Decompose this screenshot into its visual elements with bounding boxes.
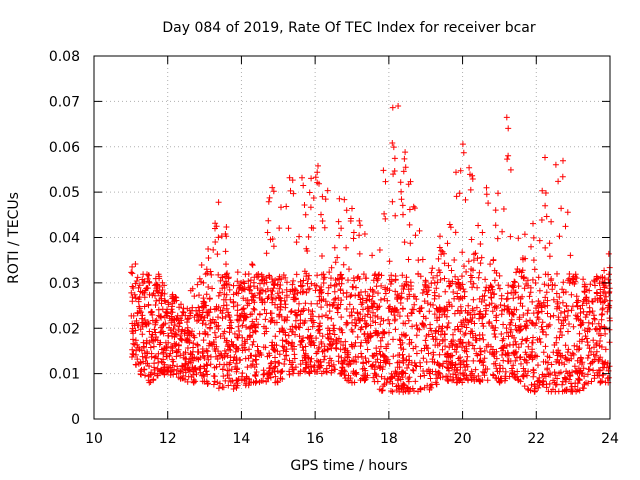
x-tick-label: 12	[159, 431, 177, 447]
y-tick-label: 0.05	[49, 185, 80, 201]
x-tick-label: 24	[601, 431, 619, 447]
x-tick-label: 10	[85, 431, 103, 447]
grid	[94, 56, 610, 419]
x-tick-label: 18	[380, 431, 398, 447]
y-tick-label: 0.07	[49, 94, 80, 110]
y-tick-label: 0.01	[49, 367, 80, 383]
chart-title: Day 084 of 2019, Rate Of TEC Index for r…	[162, 20, 536, 36]
y-tick-label: 0.04	[49, 231, 80, 247]
y-tick-label: 0.06	[49, 140, 80, 156]
scatter-points	[128, 103, 613, 396]
data-points	[128, 103, 613, 396]
y-axis-label: ROTI / TECUs	[6, 192, 22, 284]
y-tick-label: 0.03	[49, 276, 80, 292]
y-tick-label: 0	[71, 412, 80, 428]
x-tick-label: 20	[454, 431, 472, 447]
x-tick-label: 16	[306, 431, 324, 447]
y-tick-label: 0.08	[49, 49, 80, 65]
y-tick-labels: 0 0.01 0.02 0.03 0.04 0.05 0.06 0.07 0.08	[49, 49, 80, 428]
x-tick-label: 22	[527, 431, 545, 447]
x-tick-label: 14	[233, 431, 251, 447]
axis-ticks	[93, 55, 611, 420]
x-axis-label: GPS time / hours	[290, 458, 407, 474]
x-tick-labels: 10 12 14 16 18 20 22 24	[85, 431, 619, 447]
y-tick-label: 0.02	[49, 321, 80, 337]
